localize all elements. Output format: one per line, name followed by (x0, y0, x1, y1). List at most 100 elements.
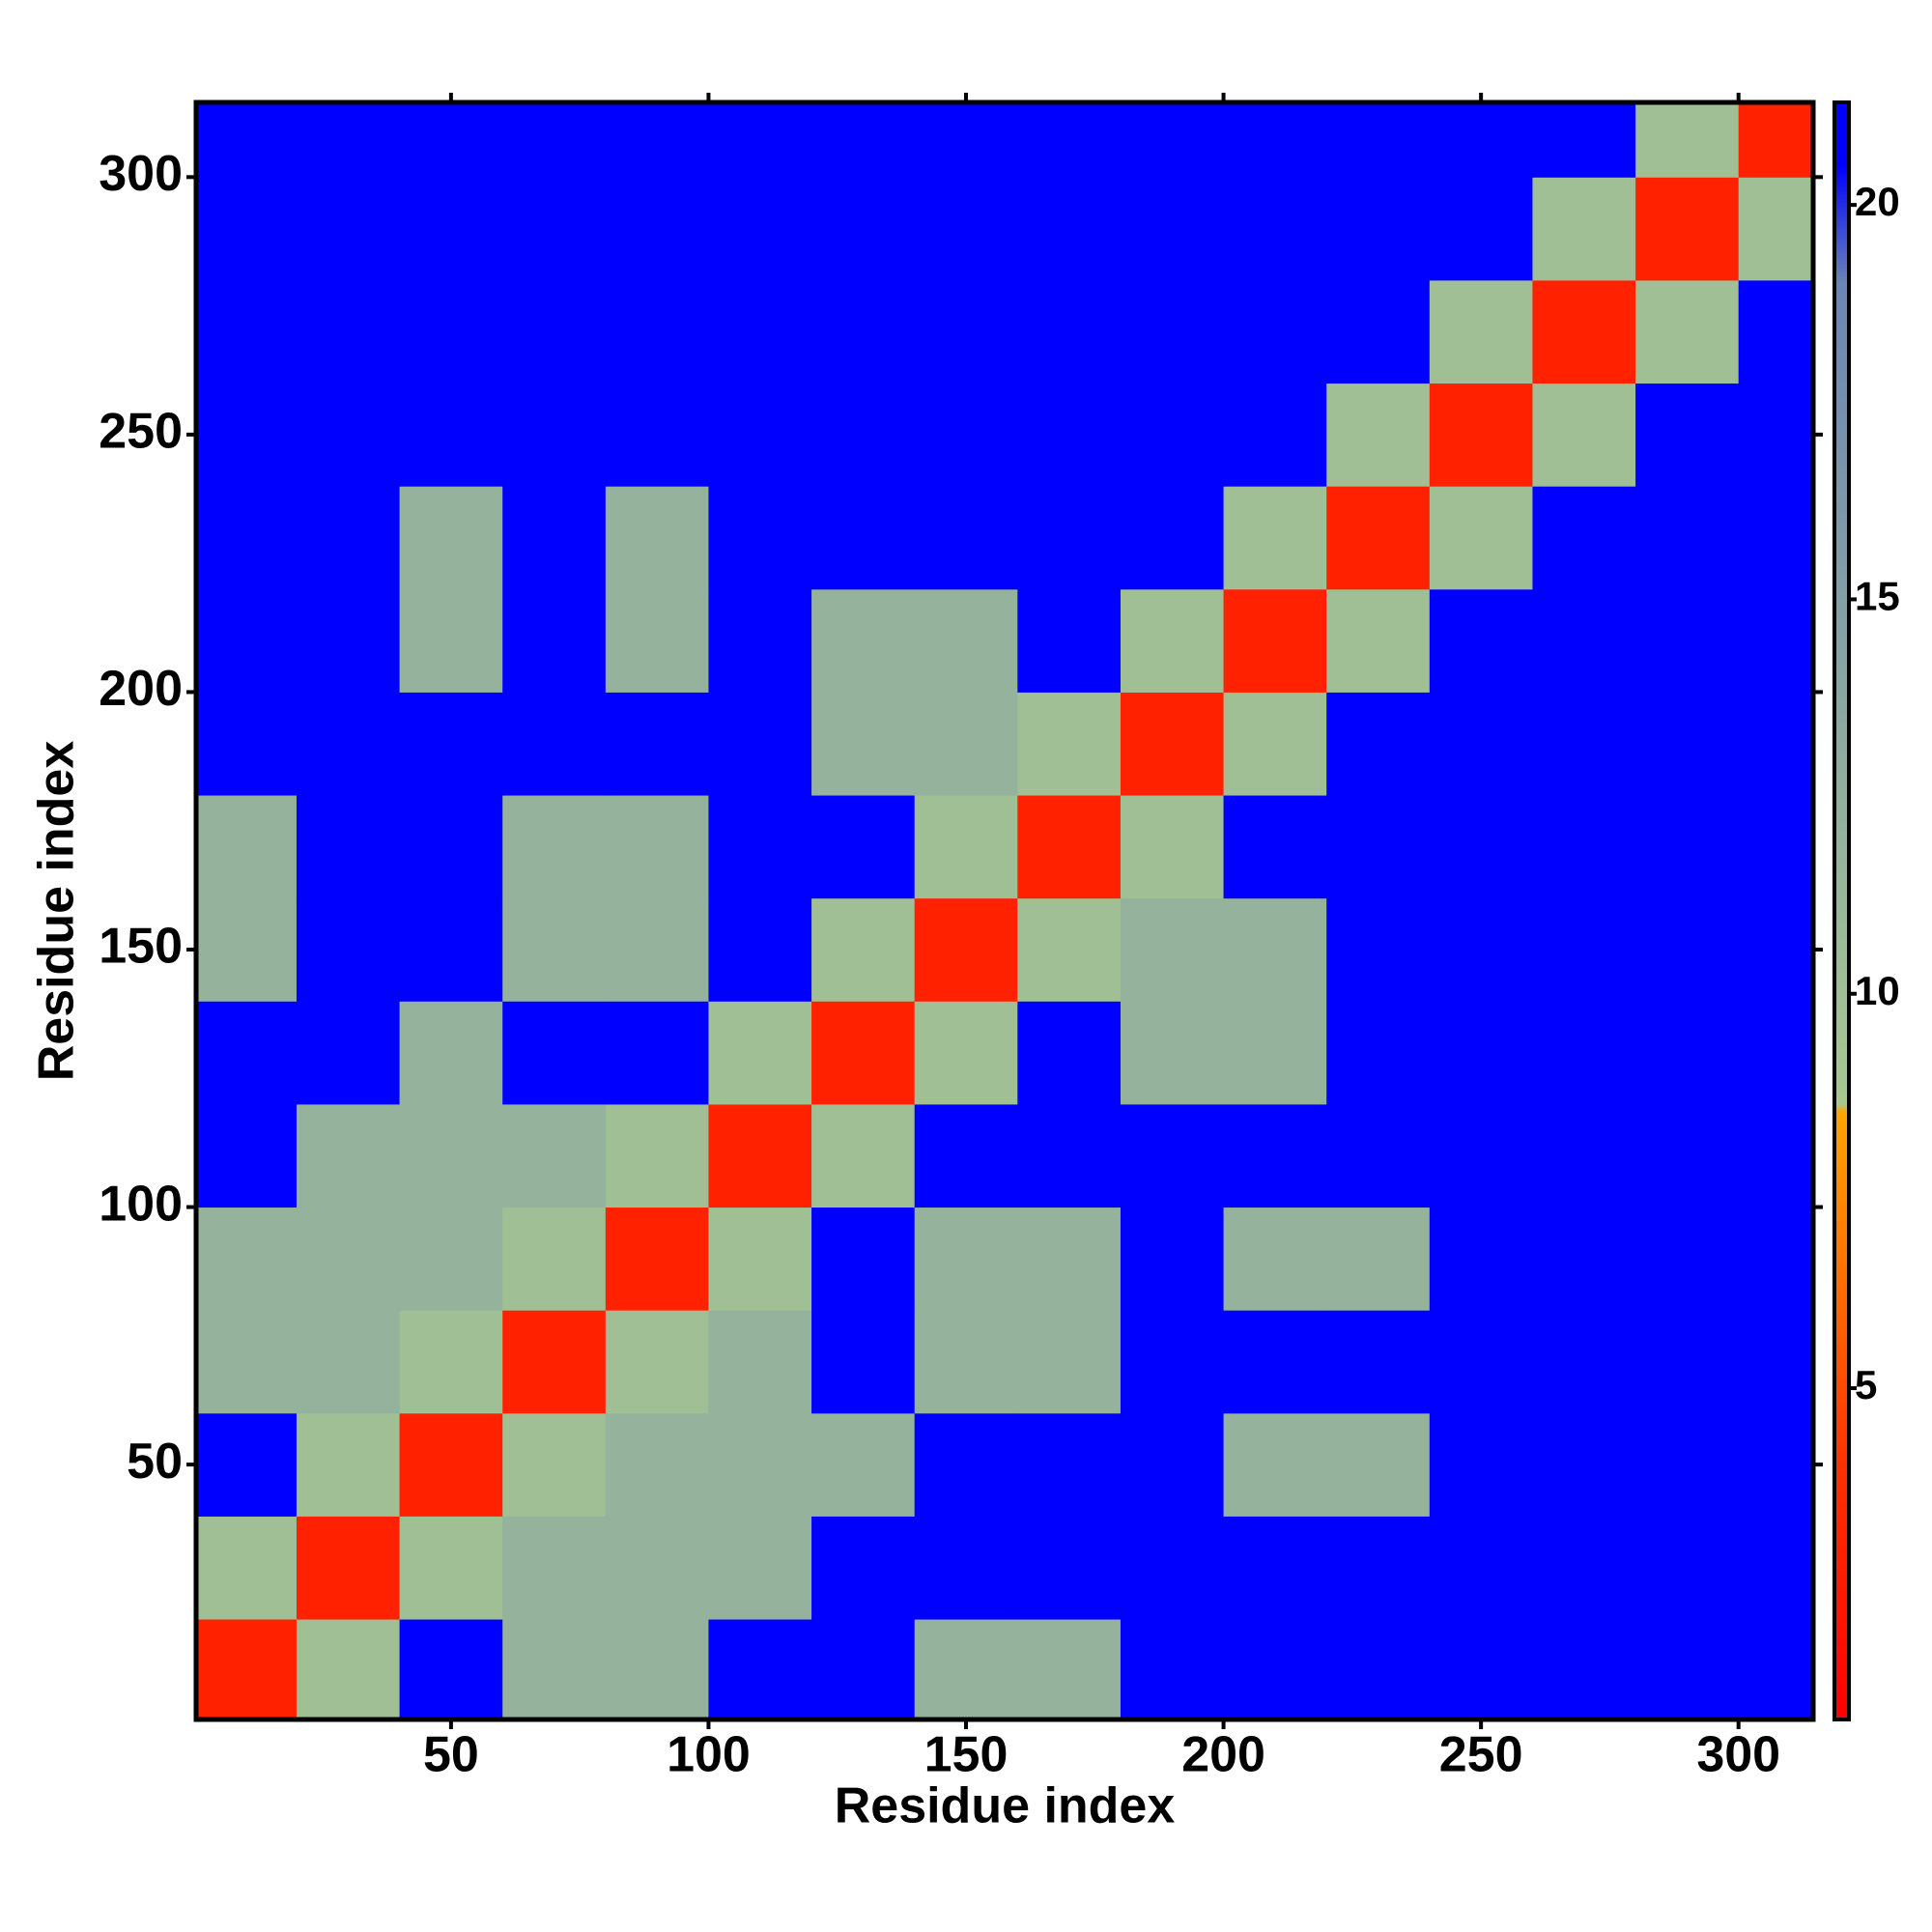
heatmap-cell (1326, 383, 1431, 487)
heatmap-cell (399, 1516, 503, 1620)
heatmap-cell (1635, 1412, 1740, 1517)
heatmap-cell (1120, 102, 1225, 178)
heatmap-cell (1326, 102, 1431, 178)
heatmap-cell (1532, 1103, 1636, 1208)
heatmap-cell (1738, 1001, 1813, 1105)
heatmap-cell (708, 795, 812, 899)
heatmap-cell (811, 897, 916, 1002)
heatmap-cell (1635, 1207, 1740, 1311)
heatmap-cell (605, 1412, 709, 1517)
heatmap-cell (1017, 1412, 1122, 1517)
x-tick-label: 50 (423, 1727, 479, 1783)
heatmap-cell (1429, 102, 1533, 178)
heatmap-cell (296, 1619, 401, 1719)
heatmap-cell (1017, 795, 1122, 899)
heatmap-cell (1635, 383, 1740, 487)
heatmap-cell (1017, 383, 1122, 487)
heatmap-cell (1223, 279, 1327, 384)
heatmap-cell (1738, 102, 1813, 178)
heatmap-cell (1738, 1412, 1813, 1517)
y-tick-label: 150 (99, 919, 183, 975)
heatmap-cell (1738, 486, 1813, 590)
heatmap-cell (399, 1207, 503, 1311)
heatmap-cell (502, 383, 607, 487)
heatmap-cell (811, 1412, 916, 1517)
heatmap-cell (1120, 795, 1225, 899)
heatmap-cell (296, 102, 401, 178)
heatmap-cell (811, 279, 916, 384)
heatmap-cell (605, 1619, 709, 1719)
heatmap-cell (811, 1310, 916, 1414)
heatmap-cell (196, 279, 298, 384)
heatmap-cell (1635, 897, 1740, 1002)
heatmap-cell (296, 177, 401, 281)
heatmap-cell (1429, 1001, 1533, 1105)
heatmap-cell (296, 486, 401, 590)
heatmap-cell (1017, 1103, 1122, 1208)
heatmap-cell (1738, 1516, 1813, 1620)
heatmap-cell (1326, 1207, 1431, 1311)
heatmap-cell (811, 177, 916, 281)
heatmap-cell (1429, 279, 1533, 384)
heatmap-cell (1635, 279, 1740, 384)
heatmap-cell (1223, 1310, 1327, 1414)
heatmap-cell (914, 102, 1018, 178)
heatmap-cell (914, 279, 1018, 384)
heatmap-cell (605, 1103, 709, 1208)
heatmap-cell (1532, 1310, 1636, 1414)
heatmap-cell (1017, 177, 1122, 281)
heatmap-cell (708, 383, 812, 487)
heatmap-cell (1429, 1310, 1533, 1414)
heatmap-cell (914, 383, 1018, 487)
heatmap-cell (1429, 1207, 1533, 1311)
heatmap-cell (502, 1310, 607, 1414)
heatmap-cell (708, 588, 812, 693)
heatmap-cell (708, 897, 812, 1002)
heatmap-cell (708, 1103, 812, 1208)
heatmap-cell (811, 102, 916, 178)
heatmap-cell (502, 1207, 607, 1311)
heatmap-cell (914, 1103, 1018, 1208)
heatmap-cell (399, 795, 503, 899)
heatmap-cell (1017, 486, 1122, 590)
heatmap-cell (399, 1103, 503, 1208)
heatmap-cell (296, 1412, 401, 1517)
heatmap-cell (196, 1207, 298, 1311)
heatmap-cell (1738, 1619, 1813, 1719)
heatmap-cell (1017, 588, 1122, 693)
heatmap-cell (1429, 692, 1533, 796)
heatmap-cell (1326, 1619, 1431, 1719)
heatmap-cell (1635, 692, 1740, 796)
heatmap-cell (708, 102, 812, 178)
heatmap-cell (399, 279, 503, 384)
x-tick-label: 300 (1696, 1727, 1780, 1783)
y-tick-label: 100 (99, 1176, 183, 1232)
heatmap-cell (1429, 1619, 1533, 1719)
heatmap-cell (708, 1619, 812, 1719)
heatmap-cell (1635, 1310, 1740, 1414)
heatmap-cell (1532, 897, 1636, 1002)
heatmap-cell (1738, 897, 1813, 1002)
heatmap-cell (1120, 692, 1225, 796)
heatmap-cell (196, 897, 298, 1002)
heatmap-cell (1532, 588, 1636, 693)
heatmap-cell (1635, 1619, 1740, 1719)
heatmap-cell (1223, 383, 1327, 487)
heatmap-cell (1223, 1001, 1327, 1105)
heatmap-cell (605, 177, 709, 281)
heatmap-cell (914, 1207, 1018, 1311)
heatmap-cell (1223, 1516, 1327, 1620)
heatmap-cell (1532, 1207, 1636, 1311)
heatmap-cell (1120, 1516, 1225, 1620)
heatmap-cell (708, 1207, 812, 1311)
heatmap-cell (296, 692, 401, 796)
heatmap-cell (1120, 1412, 1225, 1517)
heatmap-cell (1429, 486, 1533, 590)
heatmap-cell (196, 1001, 298, 1105)
heatmap-cell (296, 279, 401, 384)
heatmap-cell (296, 1310, 401, 1414)
heatmap-cell (1532, 102, 1636, 178)
heatmap-cell (399, 1412, 503, 1517)
heatmap-cell (1017, 1516, 1122, 1620)
heatmap-cell (1120, 1310, 1225, 1414)
